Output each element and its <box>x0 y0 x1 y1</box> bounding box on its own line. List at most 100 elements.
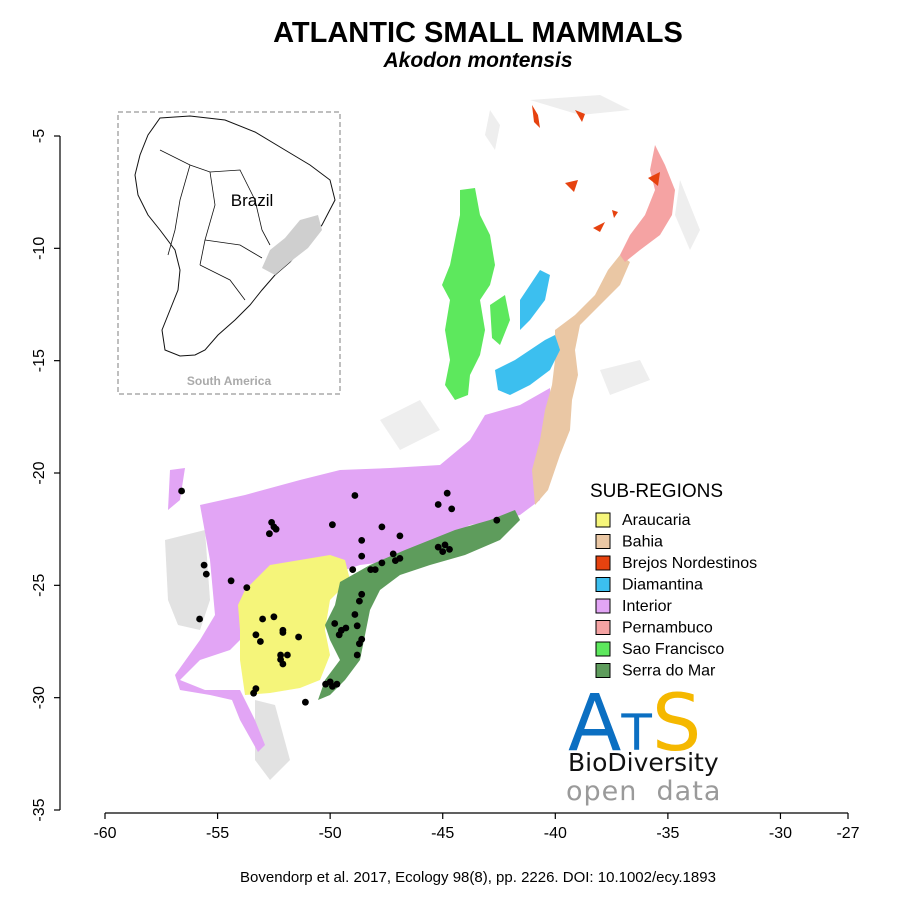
occurrence-point <box>331 620 339 627</box>
logo-letter-a: A <box>568 679 621 769</box>
occurrence-point <box>243 584 251 591</box>
ats-logo: ATS BioDiversity open data <box>566 679 720 807</box>
occurrence-point <box>371 566 379 573</box>
region-interior <box>168 388 552 752</box>
x-tick-label: -35 <box>656 825 679 842</box>
region-serra-do-mar <box>318 510 520 700</box>
occurrence-point <box>358 590 366 598</box>
svg-text:ATS: ATS <box>568 679 701 769</box>
legend-label: Diamantina <box>622 577 703 594</box>
legend-label: Serra do Mar <box>622 663 716 680</box>
region-sao-francisco <box>442 188 510 400</box>
occurrence-point <box>353 622 361 630</box>
sub-regions <box>168 105 675 752</box>
region-pernambuco <box>620 145 675 262</box>
region-diamantina <box>495 270 560 395</box>
occurrence-point <box>284 651 291 659</box>
occurrence-point <box>259 615 266 623</box>
south-america-outline <box>134 115 336 357</box>
occurrence-point <box>353 651 361 659</box>
region-araucaria <box>238 555 350 695</box>
occurrence-point <box>178 487 186 495</box>
logo-letter-s: S <box>652 679 702 769</box>
legend-swatch <box>595 598 611 614</box>
occurrence-point <box>252 631 260 639</box>
occurrence-point <box>389 550 397 558</box>
occurrence-point <box>202 570 210 578</box>
x-tick-label: -45 <box>431 825 454 842</box>
occurrence-point <box>378 523 386 531</box>
legend-label: Araucaria <box>622 512 691 529</box>
occurrence-point <box>434 501 442 508</box>
occurrence-point <box>448 505 456 513</box>
legend-swatch <box>595 663 611 678</box>
y-tick-label: -35 <box>31 798 48 821</box>
region-bahia <box>532 255 630 505</box>
occurrence-point <box>351 611 359 618</box>
y-tick-label: -5 <box>31 129 48 143</box>
occurrence-point <box>349 566 357 573</box>
legend: SUB-REGIONS Araucaria Bahia Brejos Nordest… <box>590 481 757 680</box>
occurrence-point <box>434 543 442 551</box>
occurrence-point <box>333 680 341 688</box>
occurrence-points <box>178 487 501 706</box>
x-axis-ticks: -60 -55 -50 -45 -40 -35 -30 -27 <box>93 813 860 842</box>
map-title: ATLANTIC SMALL MAMMALS <box>273 17 683 49</box>
legend-items: Araucaria Bahia Brejos Nordestinos Diamanti… <box>595 512 757 680</box>
occurrence-point <box>358 552 366 560</box>
occurrence-point <box>257 638 264 645</box>
legend-swatch <box>595 555 611 571</box>
occurrence-point <box>378 559 386 567</box>
occurrence-point <box>279 626 287 634</box>
occurrence-point <box>227 577 235 585</box>
occurrence-point <box>493 516 501 524</box>
legend-label: Brejos Nordestinos <box>622 555 757 572</box>
occurrence-point <box>279 660 287 668</box>
inset-caption: South America <box>187 374 272 388</box>
x-tick-label: -55 <box>206 825 229 842</box>
occurrence-point <box>351 492 359 499</box>
legend-swatch <box>595 512 611 528</box>
x-tick-label: -60 <box>93 825 116 842</box>
occurrence-point <box>441 541 449 549</box>
occurrence-point <box>358 537 366 544</box>
inset-map: Brazil South America <box>117 111 341 395</box>
logo-letter-t: T <box>620 704 652 762</box>
occurrence-point <box>200 561 208 569</box>
occurrence-point <box>439 548 447 555</box>
y-tick-label: -10 <box>31 237 48 260</box>
occurrence-point <box>272 525 280 533</box>
region-brejos-nordestinos <box>532 105 660 232</box>
occurrence-point <box>250 689 257 697</box>
occurrence-point <box>342 624 350 632</box>
y-tick-label: -25 <box>31 574 48 597</box>
legend-swatch <box>595 641 611 657</box>
x-tick-label: -27 <box>836 825 859 842</box>
x-tick-label: -30 <box>769 825 792 842</box>
y-tick-label: -30 <box>31 686 48 709</box>
y-tick-label: -20 <box>31 461 48 484</box>
occurrence-point <box>295 633 302 641</box>
inset-country-label: Brazil <box>231 191 274 210</box>
legend-swatch <box>595 620 611 635</box>
country-borders <box>159 149 271 301</box>
occurrence-point <box>358 635 366 643</box>
map-subtitle: Akodon montensis <box>382 49 572 72</box>
y-axis-ticks: -5 -10 -15 -20 -25 -30 -35 <box>31 129 60 822</box>
occurrence-point <box>396 532 404 540</box>
legend-label: Sao Francisco <box>622 641 724 658</box>
occurrence-point <box>329 521 336 529</box>
atlantic-forest-inset <box>262 215 322 275</box>
occurrence-point <box>392 557 399 564</box>
occurrence-point <box>266 530 273 538</box>
occurrence-point <box>443 489 451 497</box>
occurrence-point <box>196 615 204 623</box>
citation: Bovendorp et al. 2017, Ecology 98(8), pp… <box>240 869 716 886</box>
y-tick-label: -15 <box>31 349 48 372</box>
logo-biodiversity-text: BioDiversity <box>568 748 719 777</box>
x-tick-label: -50 <box>319 825 342 842</box>
legend-title: SUB-REGIONS <box>590 481 723 502</box>
legend-swatch <box>595 534 611 549</box>
legend-swatch <box>595 577 611 592</box>
